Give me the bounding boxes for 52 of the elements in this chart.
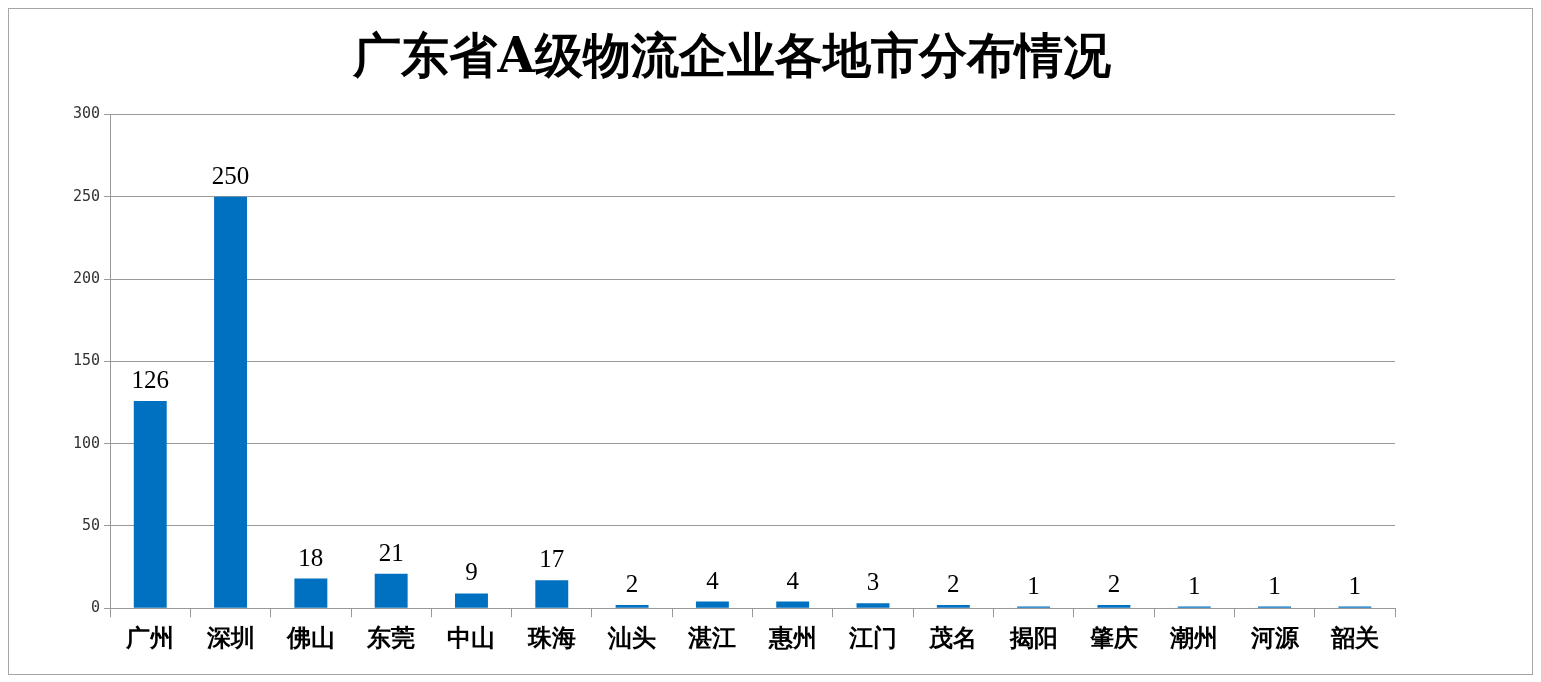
- data-label: 9: [465, 558, 478, 586]
- y-tick-label: 150: [73, 351, 101, 370]
- y-tick-label: 200: [73, 269, 101, 288]
- data-label: 2: [947, 569, 960, 597]
- bar: [133, 400, 167, 608]
- data-label: 250: [211, 161, 250, 189]
- y-tick-label: 0: [91, 598, 101, 617]
- data-label: 1: [1348, 571, 1362, 599]
- x-tick-label: 河源: [1249, 622, 1300, 652]
- x-tick-label: 深圳: [205, 622, 255, 652]
- x-tick-label: 肇庆: [1088, 622, 1138, 652]
- bar: [374, 573, 408, 608]
- data-label: 3: [866, 568, 880, 596]
- y-tick-label: 250: [73, 186, 101, 205]
- data-label: 18: [298, 543, 324, 571]
- bar: [455, 593, 488, 608]
- x-tick-label: 广州: [125, 622, 175, 652]
- bar: [615, 604, 649, 608]
- data-label: 1: [1268, 571, 1281, 599]
- y-tick-label: 300: [73, 104, 101, 123]
- data-label: 2: [625, 569, 639, 597]
- x-tick-label: 佛山: [285, 622, 335, 652]
- x-tick-label: 揭阳: [1008, 622, 1058, 652]
- data-label: 1: [1027, 571, 1040, 599]
- data-label: 4: [786, 566, 800, 594]
- y-tick-label: 100: [73, 433, 101, 452]
- data-label: 126: [131, 365, 169, 393]
- bar: [776, 601, 810, 608]
- x-tick-label: 汕头: [607, 622, 657, 652]
- x-tick-label: 茂名: [928, 622, 978, 652]
- bar: [1097, 604, 1131, 608]
- bar: [294, 578, 328, 608]
- bar: [214, 196, 248, 608]
- x-tick-label: 潮州: [1169, 622, 1219, 652]
- x-tick-label: 韶关: [1329, 622, 1379, 652]
- bar: [856, 603, 890, 608]
- bar: [936, 604, 970, 608]
- x-tick-label: 湛江: [687, 622, 737, 652]
- x-tick-label: 惠州: [767, 622, 817, 652]
- x-tick-label: 东莞: [366, 622, 416, 652]
- data-label: 1: [1187, 571, 1201, 599]
- bar: [695, 601, 729, 608]
- data-label: 2: [1107, 569, 1121, 597]
- data-label: 21: [378, 538, 404, 566]
- x-tick-label: 中山: [447, 622, 496, 652]
- x-tick-label: 珠海: [526, 622, 576, 652]
- data-label: 4: [706, 566, 720, 594]
- x-tick-label: 江门: [848, 622, 898, 652]
- y-tick-label: 50: [82, 515, 101, 534]
- bar: [535, 580, 569, 608]
- chart-title: 广东省A级物流企业各地市分布情况: [352, 27, 1111, 84]
- data-label: 17: [539, 545, 565, 573]
